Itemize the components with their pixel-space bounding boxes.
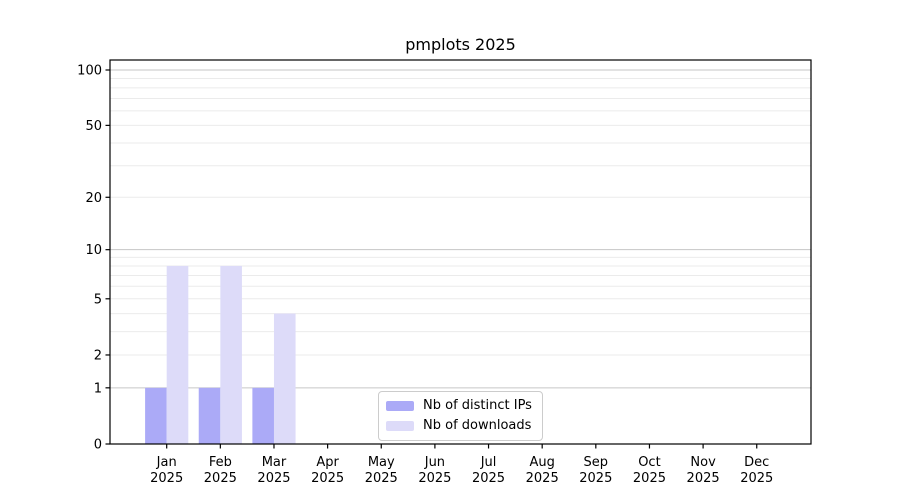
bar-downloads [273, 313, 296, 444]
bar-downloads [220, 265, 242, 444]
x-tick-label-month: Aug [529, 455, 554, 470]
x-tick-label-year: 2025 [579, 471, 612, 486]
x-tick-label-year: 2025 [687, 471, 720, 486]
y-tick-label: 100 [77, 64, 102, 79]
y-tick-label: 20 [85, 191, 102, 206]
legend-entry-label: Nb of distinct IPs [423, 398, 532, 413]
x-tick-label-month: Dec [744, 455, 769, 470]
y-tick-label: 10 [85, 243, 102, 258]
x-tick-label-month: Apr [316, 455, 339, 470]
x-tick-label-year: 2025 [418, 471, 451, 486]
x-tick-label-month: Oct [638, 455, 660, 470]
x-tick-label-month: Jan [156, 455, 177, 470]
y-tick-label: 1 [94, 381, 102, 396]
bar-downloads [166, 265, 189, 444]
legend-swatch [386, 401, 414, 411]
x-tick-label-month: Sep [584, 455, 609, 470]
legend-entry-label: Nb of downloads [423, 418, 532, 433]
x-tick-label-year: 2025 [633, 471, 666, 486]
x-tick-label-year: 2025 [150, 471, 183, 486]
x-tick-label-year: 2025 [257, 471, 290, 486]
x-tick-label-month: Jul [480, 455, 497, 470]
x-tick-label-month: Mar [262, 455, 287, 470]
legend: Nb of distinct IPs Nb of downloads [378, 391, 543, 441]
x-tick-label-month: May [368, 455, 395, 470]
legend-swatch [386, 421, 414, 431]
y-tick-label: 50 [85, 119, 102, 134]
legend-entry: Nb of downloads [386, 418, 532, 434]
x-tick-label-year: 2025 [311, 471, 344, 486]
x-tick-label-year: 2025 [740, 471, 773, 486]
bar-distinct-ips [252, 387, 274, 444]
bar-distinct-ips [145, 387, 167, 444]
y-tick-label: 5 [94, 292, 102, 307]
x-tick-label-month: Jun [424, 455, 445, 470]
x-tick-label-month: Nov [690, 455, 716, 470]
y-tick-label: 0 [94, 438, 102, 453]
legend-entry: Nb of distinct IPs [386, 398, 532, 414]
x-tick-label-year: 2025 [365, 471, 398, 486]
y-tick-label: 2 [94, 348, 102, 363]
x-tick-label-year: 2025 [204, 471, 237, 486]
chart-title: pmplots 2025 [405, 35, 516, 54]
x-tick-label-month: Feb [209, 455, 232, 470]
x-tick-label-year: 2025 [526, 471, 559, 486]
plot-border [109, 59, 812, 445]
bar-distinct-ips [198, 387, 221, 444]
x-tick-label-year: 2025 [472, 471, 505, 486]
